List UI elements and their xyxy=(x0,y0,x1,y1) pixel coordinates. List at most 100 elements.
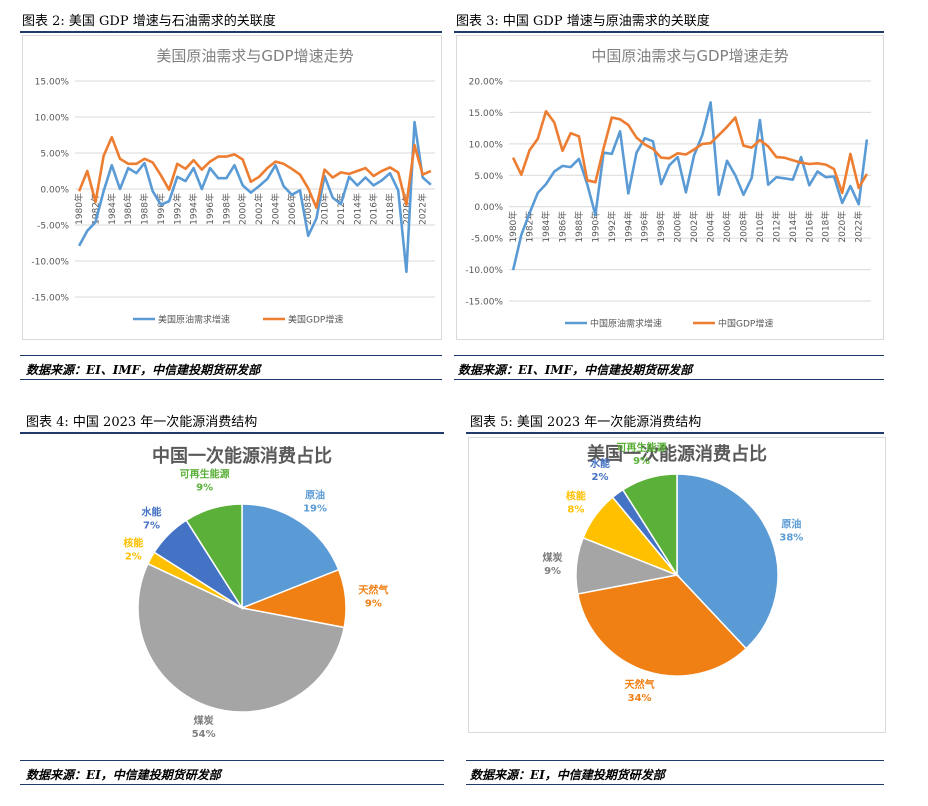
x-tick-label: 1998年 xyxy=(220,193,232,225)
chart-title: 中国一次能源消费占比 xyxy=(152,445,332,467)
x-tick-label: 1998年 xyxy=(655,211,667,243)
chart-title: 美国一次能源消费占比 xyxy=(587,443,767,465)
series-line-0 xyxy=(77,120,432,274)
pie-pct-5: 9% xyxy=(196,482,213,493)
x-tick-label: 1980年 xyxy=(507,211,519,243)
x-tick-label: 2004年 xyxy=(269,193,281,225)
pie-label-4: 水能 xyxy=(589,457,610,470)
x-tick-label: 1986年 xyxy=(122,193,134,225)
x-tick-label: 1988年 xyxy=(139,193,151,225)
pie-pct-0: 38% xyxy=(779,533,803,544)
figure-4-mid-rule xyxy=(20,760,444,761)
y-tick-label: -5.00% xyxy=(471,235,503,245)
pie-pct-3: 2% xyxy=(125,551,142,562)
x-tick-label: 2012年 xyxy=(770,211,782,243)
pie-label-1: 天然气 xyxy=(625,678,655,691)
figure-5-source: 数据来源：EI，中信建投期货研发部 xyxy=(470,768,665,782)
x-tick-label: 2010年 xyxy=(754,211,766,243)
cn-line-chart: 中国原油需求与GDP增速走势 20.00% 15.00% 10.00% 5.00% 0.0… xyxy=(465,47,871,330)
legend-label-0: 美国原油需求增速 xyxy=(158,314,230,326)
legend-label-1: 中国GDP增速 xyxy=(718,318,773,330)
y-tick-label: 0.00% xyxy=(474,203,503,213)
x-tick-label: 1988年 xyxy=(573,211,585,243)
x-tick-label: 2006年 xyxy=(721,211,733,243)
x-tick-label: 2014年 xyxy=(351,193,363,225)
y-tick-label: 0.00% xyxy=(40,186,69,196)
x-tick-label: 2000年 xyxy=(672,211,684,243)
x-tick-label: 2002年 xyxy=(688,211,700,243)
x-tick-label: 2000年 xyxy=(237,193,249,225)
legend-label-0: 中国原油需求增速 xyxy=(590,318,662,330)
pie-pct-1: 9% xyxy=(365,599,382,610)
pie-pct-1: 34% xyxy=(628,693,652,704)
x-tick-label: 2016年 xyxy=(368,193,380,225)
x-tick-label: 1996年 xyxy=(204,193,216,225)
x-tick-label: 2010年 xyxy=(319,193,331,225)
chart-title: 美国原油需求与GDP增速走势 xyxy=(156,47,353,65)
pie-pct-0: 19% xyxy=(303,503,327,514)
x-tick-label: 1996年 xyxy=(639,211,651,243)
x-tick-label: 2022年 xyxy=(853,211,865,243)
x-tick-label: 2014年 xyxy=(787,211,799,243)
x-tick-label: 2022年 xyxy=(417,193,429,225)
pie-label-1: 天然气 xyxy=(358,584,388,597)
figure-4-source: 数据来源：EI，中信建投期货研发部 xyxy=(26,768,221,782)
pie-label-3: 核能 xyxy=(123,536,143,549)
figure-5-top-rule xyxy=(466,432,884,434)
pie-slice-5 xyxy=(621,473,678,578)
figure-2-source: 数据来源：EI、IMF，中信建投期货研发部 xyxy=(26,363,261,377)
pie-label-3: 核能 xyxy=(566,490,586,503)
y-tick-label: 20.00% xyxy=(469,78,504,88)
x-tick-label: 1982年 xyxy=(89,193,101,225)
x-tick-label: 2002年 xyxy=(253,193,265,225)
x-tick-label: 1992年 xyxy=(606,211,618,243)
legend-label-1: 美国GDP增速 xyxy=(288,314,343,326)
y-tick-label: 10.00% xyxy=(469,140,504,150)
x-tick-label: 1990年 xyxy=(589,211,601,243)
x-tick-label: 1986年 xyxy=(556,211,568,243)
pie-slice-5 xyxy=(185,503,243,611)
pie-slice-1 xyxy=(576,574,748,677)
figure-3-chart-area: 中国原油需求与GDP增速走势 20.00% 15.00% 10.00% 5.00% 0.0… xyxy=(456,35,884,340)
figure-5-mid-rule xyxy=(466,760,884,761)
pie-slice-0 xyxy=(241,503,340,610)
figure-4-chart-area: 中国一次能源消费占比 原油 19% 天然气 9% 煤炭 54% 核能 2% 水能 7% 可再生能源 9% xyxy=(28,437,446,747)
figure-2-chart-area: 美国原油需求与GDP增速走势 15.00% 10.00% 5.00% 0.00% -5.0… xyxy=(22,35,442,340)
figure-5-title: 图表 5: 美国 2023 年一次能源消费结构 xyxy=(470,415,702,430)
figure-2-bottom-rule xyxy=(20,379,442,380)
figure-2-top-rule xyxy=(20,31,442,33)
us-line-chart: 美国原油需求与GDP增速走势 15.00% 10.00% 5.00% 0.00% -5.0… xyxy=(31,47,435,326)
y-tick-label: 10.00% xyxy=(35,114,70,124)
x-tick-label: 2012年 xyxy=(335,193,347,225)
figure-5-chart-area: 美国一次能源消费占比 原油 38% 天然气 34% 煤炭 9% 核能 8% 水能 2% 可再生能源 9% xyxy=(468,437,886,733)
figure-2-mid-rule xyxy=(20,355,442,356)
pie-slice-2 xyxy=(137,562,346,713)
figure-3-top-rule xyxy=(454,31,884,33)
chart-title: 中国原油需求与GDP增速走势 xyxy=(591,47,788,65)
figure-4-bottom-rule xyxy=(20,784,444,785)
series-line-1 xyxy=(511,109,869,195)
x-tick-label: 2006年 xyxy=(286,193,298,225)
y-tick-label: 5.00% xyxy=(40,150,69,160)
pie-pct-5: 9% xyxy=(633,456,650,467)
pie-pct-4: 2% xyxy=(592,472,609,483)
figure-3-source: 数据来源：EI、IMF，中信建投期货研发部 xyxy=(458,363,693,377)
x-tick-label: 1980年 xyxy=(73,193,85,225)
pie-label-2: 煤炭 xyxy=(543,551,563,564)
x-tick-label: 2008年 xyxy=(737,211,749,243)
x-tick-label: 1984年 xyxy=(540,211,552,243)
pie-label-0: 原油 xyxy=(781,518,801,531)
figure-4-title: 图表 4: 中国 2023 年一次能源消费结构 xyxy=(26,415,258,430)
pie-slice-0 xyxy=(676,473,779,650)
figure-4-top-rule xyxy=(20,432,444,434)
x-tick-label: 1994年 xyxy=(622,211,634,243)
pie-label-0: 原油 xyxy=(305,488,325,501)
pie-label-4: 水能 xyxy=(140,505,161,518)
x-tick-label: 1994年 xyxy=(188,193,200,225)
y-tick-label: -5.00% xyxy=(37,222,69,232)
figure-2-title: 图表 2: 美国 GDP 增速与石油需求的关联度 xyxy=(22,14,276,29)
pie-pct-3: 8% xyxy=(567,505,584,516)
pie-pct-4: 7% xyxy=(143,520,160,531)
